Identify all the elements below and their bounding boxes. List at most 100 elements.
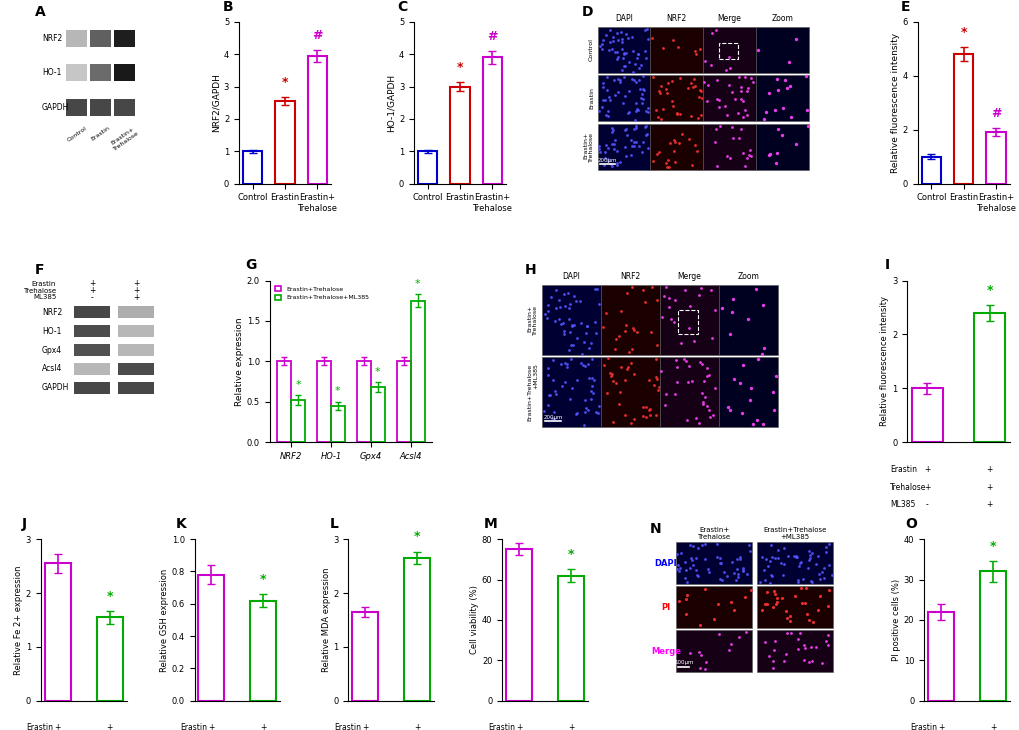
Text: +: + — [89, 286, 96, 295]
Point — [692, 43, 708, 55]
Point — [761, 556, 777, 567]
Point — [647, 371, 663, 383]
Point — [638, 23, 654, 35]
Point — [768, 147, 785, 159]
Point — [758, 586, 774, 598]
Text: NRF2: NRF2 — [620, 272, 640, 281]
Point — [797, 71, 813, 82]
Point — [624, 31, 640, 43]
Point — [585, 387, 601, 399]
Point — [665, 145, 682, 157]
Point — [585, 374, 601, 385]
Point — [632, 59, 648, 71]
Point — [676, 556, 692, 568]
Point — [539, 312, 555, 324]
Point — [782, 615, 798, 627]
Point — [623, 281, 639, 293]
Point — [560, 302, 577, 314]
Bar — [45, 564, 70, 701]
Point — [594, 81, 610, 93]
Point — [725, 293, 741, 304]
Point — [681, 562, 697, 574]
Point — [668, 108, 685, 120]
Point — [763, 551, 780, 563]
Point — [612, 26, 629, 37]
Text: L: L — [329, 517, 338, 531]
Point — [568, 409, 584, 420]
Point — [624, 45, 640, 57]
Text: ML385: ML385 — [33, 294, 56, 300]
Point — [652, 113, 668, 125]
Point — [781, 80, 797, 92]
Point — [697, 656, 713, 667]
Point — [683, 160, 699, 172]
Point — [614, 71, 631, 82]
Point — [652, 80, 668, 92]
Point — [634, 83, 650, 95]
Point — [575, 359, 591, 371]
Point — [789, 574, 805, 585]
Point — [665, 317, 682, 328]
Point — [807, 641, 823, 653]
Point — [606, 344, 623, 356]
Bar — [542, 357, 600, 427]
Point — [645, 379, 661, 391]
Bar — [66, 99, 88, 116]
Point — [672, 72, 688, 84]
Text: E: E — [900, 0, 910, 14]
Point — [711, 573, 728, 585]
Point — [726, 604, 742, 615]
Point — [680, 82, 696, 94]
Text: NRF2: NRF2 — [666, 14, 686, 23]
Point — [689, 542, 705, 553]
Point — [727, 93, 743, 105]
Text: +: + — [132, 280, 139, 288]
Point — [734, 564, 750, 576]
Point — [725, 131, 741, 143]
Point — [579, 320, 595, 332]
Point — [610, 399, 627, 410]
Point — [639, 106, 655, 118]
Point — [702, 58, 718, 70]
Point — [706, 137, 722, 148]
Point — [588, 283, 604, 294]
Bar — [676, 542, 751, 585]
Text: *: * — [294, 380, 301, 390]
Point — [555, 288, 572, 300]
Point — [797, 597, 813, 609]
Point — [735, 147, 751, 159]
Text: K: K — [175, 517, 186, 531]
Text: *: * — [960, 26, 966, 39]
Point — [735, 111, 751, 123]
Point — [696, 55, 712, 67]
Point — [605, 144, 622, 155]
Text: Erastin+
Trehalose: Erastin+ Trehalose — [109, 126, 140, 151]
Point — [698, 362, 714, 374]
Point — [616, 61, 633, 72]
Point — [677, 572, 693, 584]
Point — [603, 123, 620, 134]
Point — [628, 122, 644, 134]
Text: H: H — [524, 264, 535, 277]
Point — [688, 145, 704, 157]
Point — [685, 73, 701, 85]
Point — [788, 550, 804, 562]
Point — [722, 307, 739, 318]
Bar — [973, 313, 1004, 442]
Point — [637, 53, 653, 64]
Point — [738, 568, 754, 580]
Point — [613, 36, 630, 48]
Bar — [251, 601, 276, 701]
Point — [650, 381, 666, 393]
Point — [665, 134, 682, 146]
Bar — [755, 124, 808, 170]
Point — [547, 388, 564, 400]
Bar — [702, 27, 755, 73]
Point — [555, 376, 572, 388]
Point — [775, 74, 792, 86]
Point — [678, 415, 694, 426]
Text: Erastin: Erastin — [487, 723, 515, 730]
Point — [755, 418, 771, 430]
Point — [733, 93, 749, 105]
Point — [636, 45, 652, 57]
